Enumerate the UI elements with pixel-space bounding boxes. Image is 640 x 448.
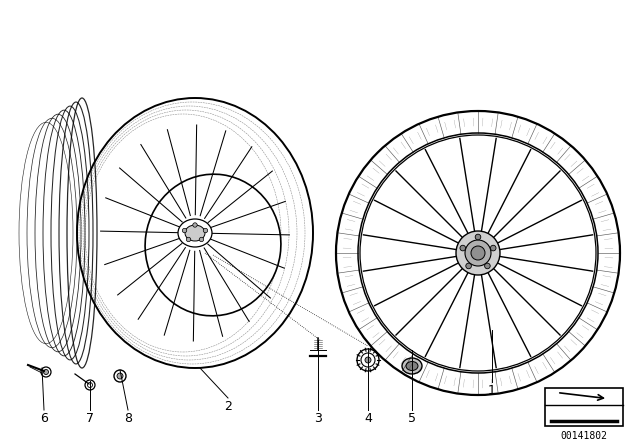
Text: 2: 2 (224, 400, 232, 413)
Text: 7: 7 (86, 412, 94, 425)
Text: 4: 4 (364, 412, 372, 425)
Circle shape (466, 263, 472, 269)
Circle shape (204, 228, 207, 233)
Circle shape (182, 228, 187, 233)
Ellipse shape (145, 174, 281, 316)
Circle shape (484, 263, 490, 269)
Circle shape (475, 234, 481, 240)
Circle shape (193, 223, 197, 227)
Circle shape (44, 370, 49, 375)
Circle shape (365, 357, 371, 363)
Text: 3: 3 (314, 412, 322, 425)
Ellipse shape (465, 240, 491, 266)
Ellipse shape (406, 362, 418, 370)
Text: 5: 5 (408, 412, 416, 425)
Circle shape (117, 373, 123, 379)
Circle shape (199, 237, 204, 241)
Text: 00141802: 00141802 (561, 431, 607, 441)
Ellipse shape (178, 219, 212, 247)
Ellipse shape (185, 225, 205, 241)
Circle shape (186, 237, 191, 241)
Circle shape (490, 245, 496, 251)
Ellipse shape (471, 246, 485, 260)
FancyBboxPatch shape (545, 388, 623, 426)
Text: 6: 6 (40, 412, 48, 425)
Text: 8: 8 (124, 412, 132, 425)
Circle shape (460, 245, 465, 251)
Ellipse shape (402, 358, 422, 374)
Ellipse shape (456, 231, 500, 275)
Text: 1: 1 (488, 383, 496, 396)
